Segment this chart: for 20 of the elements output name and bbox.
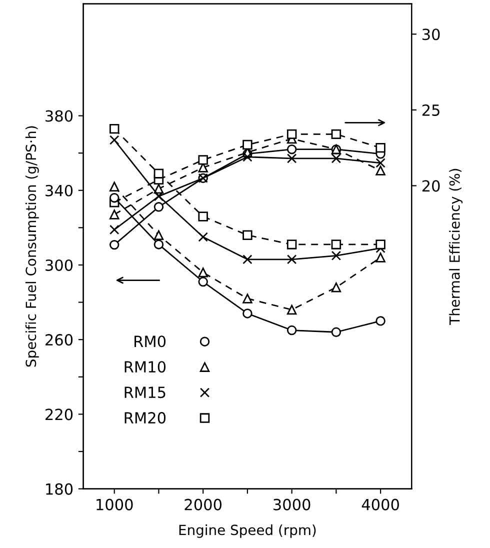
legend-label: RM20 [124,412,166,424]
y2-tick-label: 20 [422,180,440,192]
legend-label: RM10 [124,361,166,373]
y-tick-label: 380 [46,110,73,122]
y-tick-label: 260 [46,334,73,346]
legend-label: RM15 [124,386,166,398]
x-tick-label: 1000 [96,498,133,510]
x-tick-label: 2000 [184,498,222,510]
y2-tick-label: 25 [422,104,440,116]
x-tick-label: 3000 [274,498,310,510]
y-tick-label: 220 [46,408,73,420]
y2-tick-label: 30 [422,28,440,40]
legend-label: RM0 [134,336,166,348]
y-tick-label: 300 [46,259,73,271]
x-tick-label: 4000 [362,498,399,510]
y-tick-label: 180 [46,483,73,495]
y-axis-title: Specific Fuel Consumption (g/PS·h) [25,126,39,367]
x-axis-title: Engine Speed (rpm) [179,524,316,538]
y-tick-label: 340 [46,184,73,196]
y2-axis-title: Thermal Efficiency (%) [449,168,463,325]
